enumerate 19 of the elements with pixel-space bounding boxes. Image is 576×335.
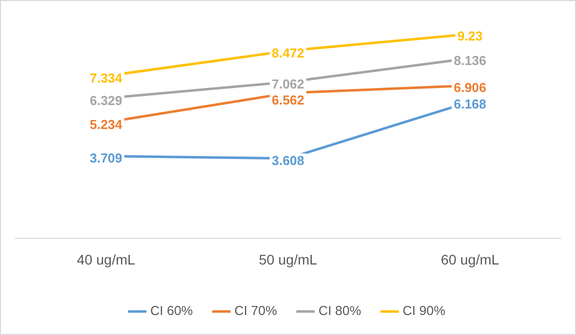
data-label: 3.709 bbox=[90, 150, 122, 166]
legend-label: CI 80% bbox=[318, 303, 362, 318]
data-label: 8.472 bbox=[272, 45, 304, 60]
data-label: 6.168 bbox=[454, 96, 486, 112]
x-tick-label: 60 ug/mL bbox=[440, 251, 500, 268]
data-label: 6.906 bbox=[454, 80, 486, 96]
data-label: 7.334 bbox=[90, 70, 124, 86]
data-label: 3.608 bbox=[272, 152, 304, 168]
legend-label: CI 90% bbox=[402, 303, 446, 318]
legend-label: CI 60% bbox=[150, 303, 194, 318]
data-label: 6.562 bbox=[272, 92, 304, 108]
x-tick-label: 50 ug/mL bbox=[258, 251, 318, 268]
x-tick-label: 40 ug/mL bbox=[76, 251, 136, 268]
data-label: 5.234 bbox=[90, 117, 124, 132]
data-label: 9.23 bbox=[457, 28, 483, 44]
data-label: 8.136 bbox=[454, 52, 486, 68]
data-label: 6.329 bbox=[90, 92, 122, 108]
legend-label: CI 70% bbox=[234, 303, 278, 318]
data-label: 7.062 bbox=[272, 76, 304, 92]
